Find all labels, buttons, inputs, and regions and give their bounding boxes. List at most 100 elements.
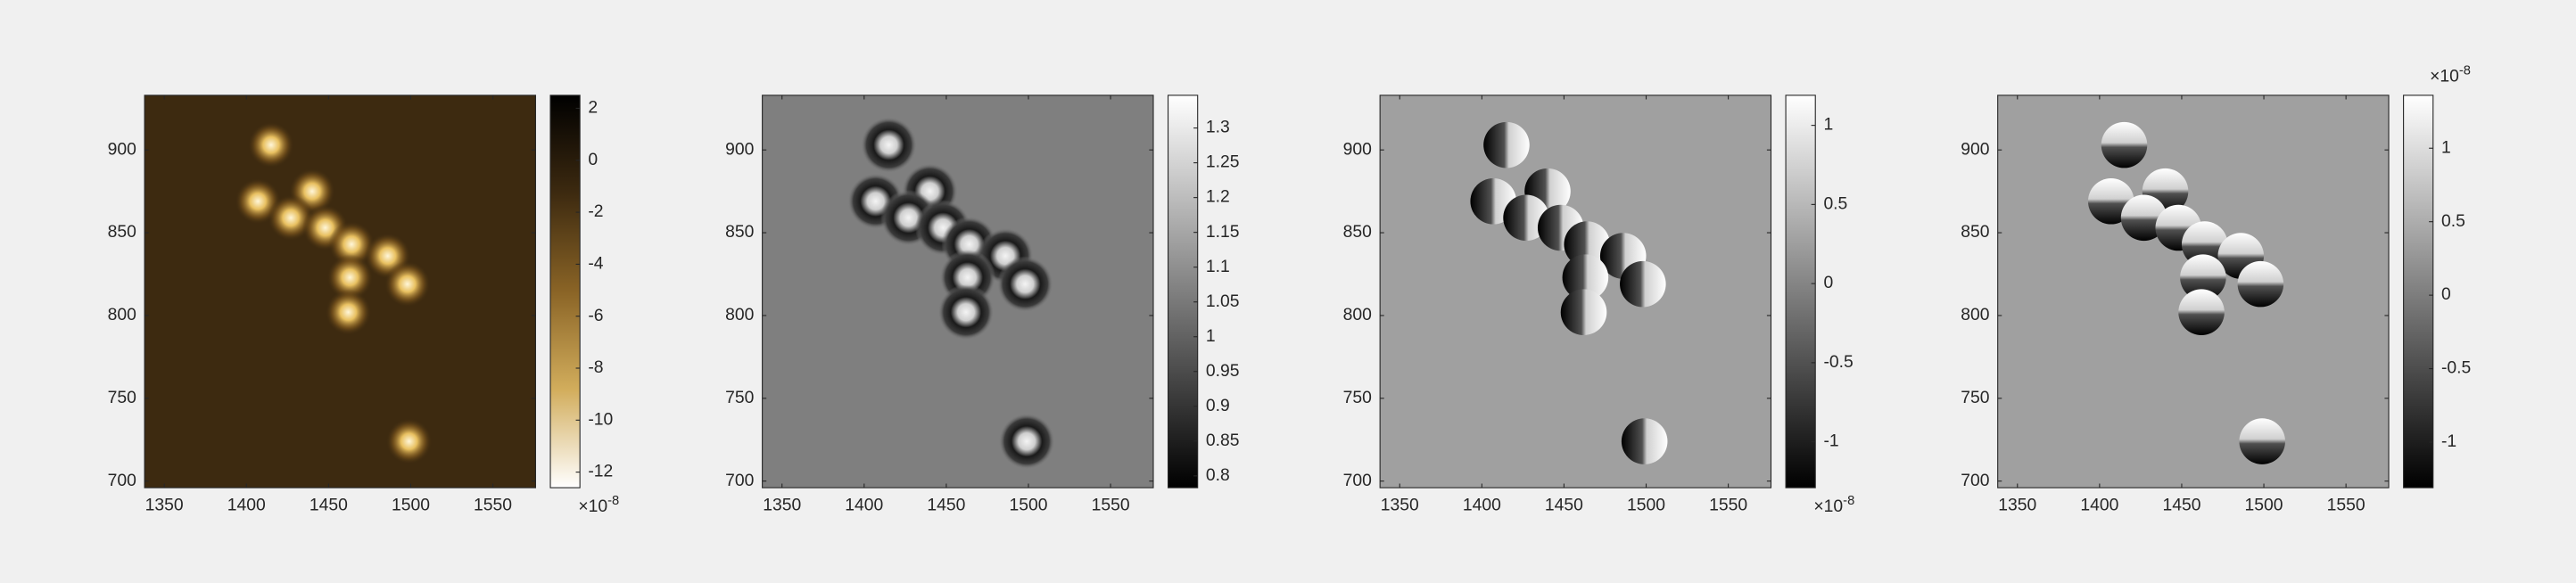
colorbar-tick-label: 1.05 — [1206, 292, 1240, 311]
colorbar-tick-label: -4 — [588, 254, 603, 273]
particle — [384, 260, 431, 308]
x-tick-label: 1400 — [2080, 496, 2118, 514]
colorbar-tick-label: 2 — [588, 99, 598, 118]
y-tick-label: 700 — [108, 472, 136, 490]
y-tick-label: 800 — [108, 306, 136, 324]
colorbar — [549, 94, 581, 489]
colorbar-tick-label: -6 — [588, 307, 603, 325]
particle — [2101, 121, 2148, 168]
particle — [1620, 260, 1666, 308]
colorbar-tick-label: 1.1 — [1206, 258, 1230, 276]
x-tick-label: 1350 — [1998, 496, 2036, 514]
exponent-power: -8 — [2459, 63, 2471, 78]
particle — [385, 418, 433, 464]
x-tick-label: 1500 — [1009, 496, 1047, 514]
particle — [996, 256, 1053, 312]
x-tick-label: 1350 — [763, 496, 801, 514]
x-tick-label: 1550 — [2327, 496, 2365, 514]
x-tick-label: 1400 — [227, 496, 266, 514]
colorbar — [1785, 94, 1816, 489]
exponent-base: ×10 — [1813, 497, 1843, 516]
panel: 1350 1400 1450 1500 1550 700 750 800 850 900 -1 -0.… — [1961, 63, 2471, 514]
x-tick-label: 1500 — [2245, 496, 2283, 514]
x-tick-label: 1450 — [310, 496, 348, 514]
y-tick-label: 750 — [108, 389, 136, 407]
y-tick-label: 700 — [1343, 472, 1372, 490]
axes-frame — [762, 94, 1154, 489]
y-tick-label: 700 — [725, 472, 754, 490]
particle — [998, 413, 1055, 470]
colorbar-tick-label: -0.5 — [1823, 353, 1853, 372]
particle — [1483, 121, 1530, 168]
colorbar-tick-label: 0.9 — [1206, 397, 1230, 415]
x-tick-label: 1400 — [1463, 496, 1501, 514]
exponent-base: ×10 — [578, 497, 607, 516]
y-tick-label: 900 — [725, 140, 754, 159]
y-tick-label: 800 — [1343, 306, 1372, 324]
x-tick-label: 1550 — [474, 496, 512, 514]
particle — [328, 221, 375, 267]
x-tick-label: 1350 — [1381, 496, 1419, 514]
particle — [325, 289, 372, 336]
colorbar-tick-label: 0 — [588, 151, 598, 169]
colorbar-tick-label: 0 — [1823, 274, 1833, 292]
axes-frame — [1997, 94, 2390, 489]
particle — [2120, 194, 2167, 242]
exponent-power: -8 — [607, 494, 619, 508]
colorbar-exponent: ×10-8 — [578, 494, 619, 517]
x-tick-label: 1350 — [145, 496, 184, 514]
y-tick-label: 850 — [725, 223, 754, 242]
axes-frame — [144, 94, 536, 489]
image — [2087, 121, 2285, 464]
colorbar-exponent: ×10-8 — [2430, 63, 2471, 86]
x-tick-label: 1500 — [392, 496, 430, 514]
colorbar-tick-label: 0.5 — [1823, 194, 1847, 213]
y-tick-label: 900 — [108, 140, 136, 159]
panel: 1350 1400 1450 1500 1550 700 750 800 850 900 0.8 0.… — [725, 94, 1240, 514]
y-tick-label: 850 — [108, 223, 136, 242]
colorbar-tick-label: -10 — [588, 410, 613, 429]
panel: 1350 1400 1450 1500 1550 700 750 800 850 900 -12 -1… — [108, 94, 619, 517]
colorbar-tick-label: 0.5 — [2441, 212, 2465, 231]
y-tick-label: 900 — [1343, 140, 1372, 159]
colorbar-tick-label: 1.2 — [1206, 188, 1230, 207]
y-tick-label: 750 — [1961, 389, 1989, 407]
colorbar-tick-label: 1 — [2441, 138, 2451, 157]
x-tick-label: 1450 — [1545, 496, 1583, 514]
particle — [2239, 418, 2285, 464]
colorbar-tick-label: 1.25 — [1206, 153, 1240, 172]
image — [847, 117, 1055, 470]
exponent-power: -8 — [1843, 494, 1854, 508]
colorbar-tick-label: 1.3 — [1206, 119, 1230, 137]
y-tick-label: 900 — [1961, 140, 1989, 159]
x-tick-label: 1500 — [1627, 496, 1665, 514]
particle — [248, 121, 294, 168]
colorbar-tick-label: -0.5 — [2441, 359, 2471, 378]
y-tick-label: 850 — [1961, 223, 1989, 242]
x-tick-label: 1550 — [1092, 496, 1130, 514]
colorbar — [2403, 94, 2434, 489]
y-tick-label: 800 — [1961, 306, 1989, 324]
y-tick-label: 750 — [1343, 389, 1372, 407]
x-tick-label: 1400 — [845, 496, 883, 514]
colorbar-tick-label: 0.95 — [1206, 362, 1240, 381]
colorbar-tick-label: 0 — [2441, 285, 2451, 304]
particle — [2181, 221, 2228, 267]
particle — [2237, 260, 2284, 308]
particle — [1560, 289, 1607, 336]
colorbar-tick-label: 1 — [1823, 116, 1833, 135]
panel: 1350 1400 1450 1500 1550 700 750 800 850 900 -1 -0.… — [1343, 94, 1854, 516]
colorbar-tick-label: -8 — [588, 358, 603, 377]
particle — [2180, 254, 2226, 300]
colorbar-tick-label: 0.85 — [1206, 431, 1240, 450]
y-tick-label: 850 — [1343, 223, 1372, 242]
image — [235, 121, 433, 464]
particle — [1503, 194, 1549, 242]
exponent-base: ×10 — [2430, 68, 2459, 86]
colorbar-tick-label: 0.8 — [1206, 466, 1230, 485]
particle — [326, 254, 374, 300]
particle — [268, 194, 314, 242]
colorbar-tick-label: 1 — [1206, 327, 1216, 346]
